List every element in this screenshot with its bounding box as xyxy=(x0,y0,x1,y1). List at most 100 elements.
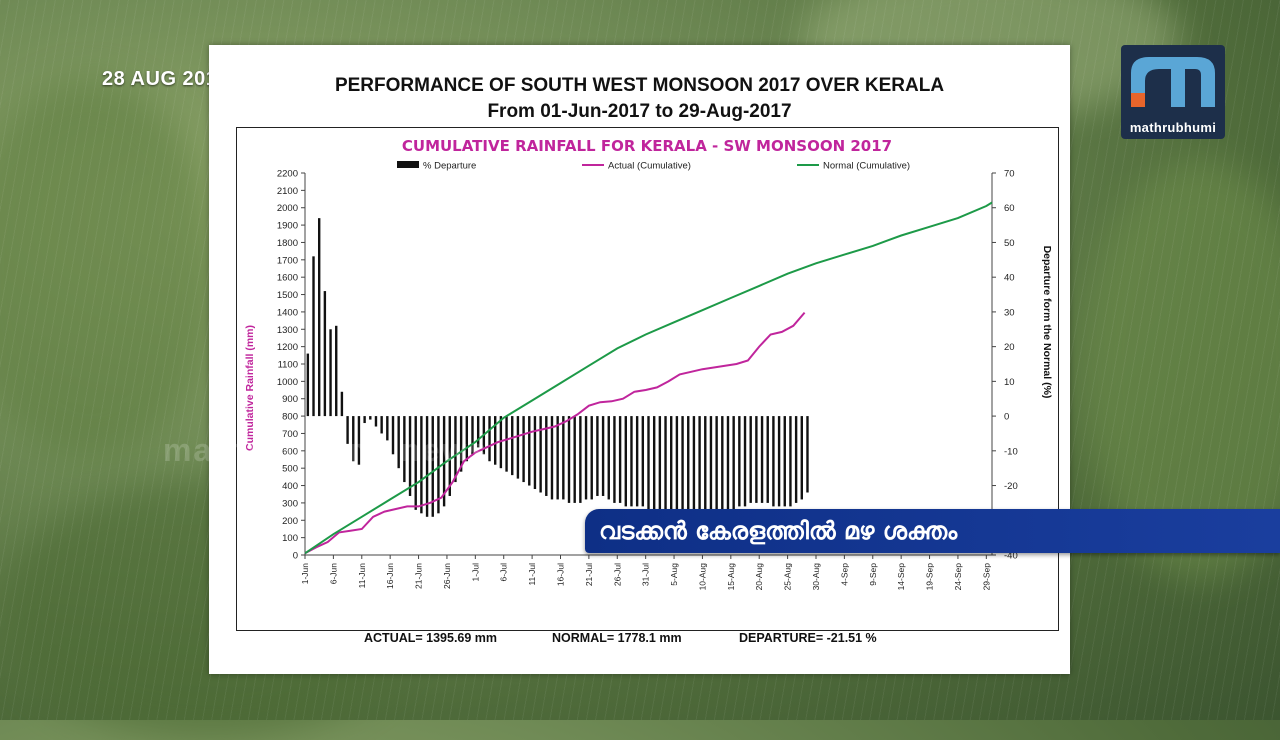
legend-label: % Departure xyxy=(423,161,476,172)
departure-bar xyxy=(681,416,684,510)
departure-bar xyxy=(488,416,491,462)
y-tick-label: 100 xyxy=(282,533,298,544)
departure-bar xyxy=(408,416,412,496)
x-tick-label: 31-Jul xyxy=(641,563,651,586)
departure-bar xyxy=(516,416,520,479)
actual-stat: ACTUAL= 1395.69 mm xyxy=(364,631,498,645)
y-tick-label: 900 xyxy=(282,394,298,405)
departure-bar xyxy=(459,416,463,472)
x-tick-label: 14-Sep xyxy=(896,563,906,591)
rainfall-summary: ACTUAL= 1395.69 mm NORMAL= 1778.1 mm DEP… xyxy=(209,631,1070,651)
departure-bar xyxy=(391,416,395,455)
departure-bar xyxy=(437,416,440,514)
y-tick-label: 400 xyxy=(282,481,298,492)
y-tick-label: 2200 xyxy=(277,169,298,180)
departure-bar xyxy=(624,416,627,507)
departure-bar xyxy=(783,416,786,507)
y2-tick-label: 70 xyxy=(1004,169,1015,180)
axes: 0100200300400500600700800900100011001200… xyxy=(277,169,1018,591)
x-tick-label: 6-Jun xyxy=(328,563,338,585)
departure-bar xyxy=(789,416,792,507)
departure-bar xyxy=(590,416,593,500)
x-tick-label: 21-Jun xyxy=(414,563,424,589)
x-tick-label: 25-Aug xyxy=(783,563,793,591)
y-tick-label: 2100 xyxy=(277,186,298,197)
departure-bar xyxy=(567,416,571,503)
departure-bar xyxy=(675,416,679,510)
departure-bar xyxy=(601,416,605,496)
x-tick-label: 21-Jul xyxy=(584,563,594,586)
x-tick-label: 5-Aug xyxy=(669,563,679,586)
x-tick-label: 4-Sep xyxy=(839,563,849,586)
x-tick-label: 10-Aug xyxy=(697,563,707,591)
y-tick-label: 800 xyxy=(282,412,298,423)
departure-bar xyxy=(641,416,645,507)
y2-tick-label: -10 xyxy=(1004,446,1018,457)
departure-bar xyxy=(425,416,429,517)
departure-bar xyxy=(323,291,327,417)
x-tick-label: 16-Jun xyxy=(385,563,395,589)
y-tick-label: 1500 xyxy=(277,290,298,301)
series-line xyxy=(304,201,993,555)
cumulative-lines xyxy=(304,201,993,555)
departure-bar xyxy=(448,416,451,496)
departure-bar xyxy=(618,416,622,503)
legend-label: Normal (Cumulative) xyxy=(823,161,910,172)
x-tick-label: 1-Jun xyxy=(300,563,310,585)
departure-bar xyxy=(312,256,315,417)
departure-bar xyxy=(794,416,798,503)
y-tick-label: 2000 xyxy=(277,203,298,214)
mathrubhumi-m-icon xyxy=(1131,57,1215,107)
x-tick-label: 11-Jun xyxy=(357,563,367,589)
departure-bar xyxy=(335,325,338,417)
departure-bar xyxy=(721,416,724,510)
departure-bar xyxy=(800,416,803,500)
departure-stat: DEPARTURE= -21.51 % xyxy=(739,631,877,645)
departure-bar xyxy=(738,416,741,507)
departure-bar xyxy=(357,416,361,465)
departure-bar xyxy=(766,416,769,503)
y-tick-label: 500 xyxy=(282,464,298,475)
departure-bar xyxy=(806,416,809,493)
x-tick-label: 19-Sep xyxy=(925,563,935,591)
departure-bar xyxy=(494,416,497,465)
departure-bar xyxy=(698,416,701,510)
rainfall-chart: CUMULATIVE RAINFALL FOR KERALA - SW MONS… xyxy=(244,137,1053,591)
x-tick-label: 1-Jul xyxy=(470,563,480,582)
y-tick-label: 1800 xyxy=(277,238,298,249)
departure-bar xyxy=(306,353,310,417)
x-tick-label: 30-Aug xyxy=(811,563,821,591)
departure-bar xyxy=(454,416,457,483)
departure-bar xyxy=(584,416,588,500)
y-tick-label: 1400 xyxy=(277,307,298,318)
departure-bar xyxy=(363,416,366,424)
departure-bar xyxy=(340,391,344,417)
departure-bar xyxy=(635,416,639,507)
departure-bar xyxy=(505,416,508,472)
departure-bar xyxy=(369,416,372,420)
series-line xyxy=(304,311,806,555)
departure-bar xyxy=(522,416,525,483)
y2-tick-label: 40 xyxy=(1004,273,1015,284)
chart-panel: PERFORMANCE OF SOUTH WEST MONSOON 2017 O… xyxy=(209,45,1070,674)
x-tick-label: 20-Aug xyxy=(754,563,764,591)
departure-bar xyxy=(749,416,752,503)
chart-title: CUMULATIVE RAINFALL FOR KERALA - SW MONS… xyxy=(402,137,892,155)
departure-bar xyxy=(420,416,423,514)
panel-title: PERFORMANCE OF SOUTH WEST MONSOON 2017 O… xyxy=(334,75,945,96)
departure-bar xyxy=(647,416,650,510)
y-tick-label: 1300 xyxy=(277,325,298,336)
legend-swatch xyxy=(397,161,419,168)
departure-bars xyxy=(306,218,809,517)
panel-subtitle: From 01-Jun-2017 to 29-Aug-2017 xyxy=(487,101,792,122)
background-foliage xyxy=(0,80,220,460)
departure-bar xyxy=(414,416,417,510)
departure-bar xyxy=(596,416,599,496)
x-tick-label: 29-Sep xyxy=(981,563,991,591)
departure-bar xyxy=(476,416,480,448)
departure-bar xyxy=(630,416,633,507)
departure-bar xyxy=(664,416,667,510)
departure-bar xyxy=(539,416,542,493)
x-tick-label: 26-Jun xyxy=(442,563,452,589)
legend-label: Actual (Cumulative) xyxy=(608,161,691,172)
